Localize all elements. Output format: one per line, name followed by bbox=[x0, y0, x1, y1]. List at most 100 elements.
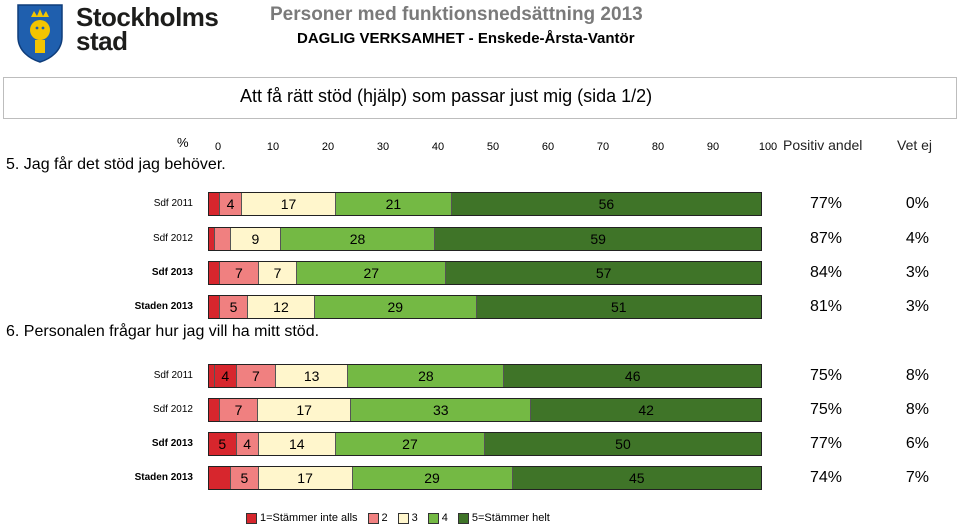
stockholm-crest-logo bbox=[17, 4, 63, 63]
bar-segment: 4 bbox=[214, 365, 237, 387]
bar-segment: 5 bbox=[231, 467, 259, 489]
positive-share-value: 81% bbox=[809, 298, 842, 315]
legend-item: 5=Stämmer helt bbox=[457, 512, 550, 524]
bar-segment: 29 bbox=[352, 467, 513, 489]
legend-item: 3 bbox=[397, 512, 418, 524]
section-heading-box bbox=[3, 77, 957, 119]
bar-value-label: 57 bbox=[595, 265, 612, 281]
bar-value-label: 12 bbox=[273, 299, 289, 315]
bar-value-label: 7 bbox=[251, 368, 260, 384]
bar-segment: 28 bbox=[280, 228, 436, 250]
bar-segment: 17 bbox=[258, 467, 353, 489]
legend: 1=Stämmer inte alls 2 3 4 5=Stämmer helt bbox=[246, 512, 560, 524]
bar-segment: 21 bbox=[335, 193, 452, 215]
bar-value-label: 4 bbox=[243, 436, 252, 452]
positive-share-value: 87% bbox=[809, 230, 842, 247]
legend-label: 4 bbox=[441, 512, 448, 524]
dont-know-value: 8% bbox=[905, 367, 929, 384]
positive-share-value: 74% bbox=[809, 469, 842, 486]
bar-segment: 51 bbox=[476, 296, 761, 318]
bar-segment bbox=[209, 365, 215, 387]
dont-know-header: Vet ej bbox=[897, 137, 933, 153]
legend-label: 5=Stämmer helt bbox=[471, 512, 550, 524]
bar-value-label: 45 bbox=[628, 470, 645, 486]
bar-value-label: 51 bbox=[611, 299, 627, 315]
bar-value-label: 13 bbox=[303, 368, 320, 384]
bar-segment: 57 bbox=[446, 262, 761, 284]
positive-share-value: 75% bbox=[809, 367, 842, 384]
positive-share-value: 77% bbox=[809, 195, 842, 212]
axis-tick-label: 40 bbox=[431, 141, 445, 153]
bar-segment: 33 bbox=[351, 399, 532, 421]
dont-know-value: 8% bbox=[905, 401, 929, 418]
bar-value-label: 5 bbox=[229, 299, 238, 315]
positive-share-value: 84% bbox=[809, 264, 842, 281]
bar-segment: 29 bbox=[314, 296, 477, 318]
bar-segment: 28 bbox=[348, 365, 505, 387]
stacked-bar: 5 4 14 27 50 bbox=[208, 432, 762, 456]
page-subtitle: DAGLIG VERKSAMHET - Enskede-Årsta-Vantör bbox=[297, 30, 635, 47]
legend-item: 4 bbox=[427, 512, 448, 524]
row-label: Staden 2013 bbox=[134, 472, 193, 483]
bar-segment: 42 bbox=[531, 399, 761, 421]
bar-value-label: 59 bbox=[590, 231, 606, 247]
bar-value-label: 5 bbox=[240, 470, 249, 486]
legend-item: 2 bbox=[367, 512, 388, 524]
bar-value-label: 46 bbox=[624, 368, 641, 384]
bar-segment: 7 bbox=[258, 262, 298, 284]
bar-segment: 50 bbox=[484, 433, 761, 455]
row-label: Sdf 2011 bbox=[153, 198, 193, 209]
bar-value-label: 5 bbox=[218, 436, 227, 452]
row-label: Sdf 2012 bbox=[152, 404, 193, 415]
bar-value-label: 56 bbox=[598, 196, 615, 212]
bar-value-label: 42 bbox=[638, 402, 654, 418]
bar-segment bbox=[214, 228, 232, 250]
legend-item: 1=Stämmer inte alls bbox=[246, 512, 358, 524]
legend-swatch bbox=[397, 512, 409, 524]
stacked-bar: 4 7 13 28 46 bbox=[208, 364, 762, 388]
legend-label: 2 bbox=[381, 512, 388, 524]
bar-segment: 56 bbox=[451, 193, 761, 215]
axis-tick-label: 70 bbox=[596, 141, 610, 153]
bar-segment: 14 bbox=[258, 433, 336, 455]
axis-tick-label: 80 bbox=[651, 141, 665, 153]
row-label: Sdf 2012 bbox=[152, 233, 193, 244]
legend-swatch bbox=[246, 512, 257, 524]
stacked-bar: 5 12 29 51 bbox=[208, 295, 762, 319]
bar-value-label: 33 bbox=[432, 402, 449, 418]
bar-value-label: 7 bbox=[234, 402, 243, 418]
section-heading: Att få rätt stöd (hjälp) som passar just… bbox=[240, 86, 653, 106]
row-label: Sdf 2013 bbox=[151, 267, 193, 278]
bar-value-label: 7 bbox=[234, 265, 243, 281]
page-title: Personer med funktionsnedsättning 2013 bbox=[270, 4, 643, 25]
row-label: Sdf 2013 bbox=[151, 438, 193, 449]
stacked-bar: 5 17 29 45 bbox=[208, 466, 762, 490]
bar-segment bbox=[209, 262, 221, 284]
bar-segment: 5 bbox=[220, 296, 249, 318]
bar-value-label: 28 bbox=[418, 368, 434, 384]
bar-segment: 7 bbox=[219, 399, 259, 421]
bar-segment: 46 bbox=[504, 365, 761, 387]
bar-value-label: 7 bbox=[273, 265, 282, 281]
axis-tick-label: 60 bbox=[541, 141, 555, 153]
dont-know-value: 4% bbox=[905, 230, 929, 247]
bar-value-label: 4 bbox=[221, 368, 230, 384]
row-label: Staden 2013 bbox=[134, 301, 193, 312]
bar-value-label: 21 bbox=[385, 196, 402, 212]
brand-line1: Stockholms bbox=[76, 2, 219, 32]
bar-segment: 4 bbox=[236, 433, 259, 455]
bar-segment bbox=[209, 193, 221, 215]
axis-tick-label: 30 bbox=[376, 141, 390, 153]
positive-share-value: 75% bbox=[809, 401, 842, 418]
row-label: Sdf 2011 bbox=[153, 370, 193, 381]
bar-segment: 12 bbox=[248, 296, 315, 318]
question-text: 6. Personalen frågar hur jag vill ha mit… bbox=[6, 323, 320, 340]
dont-know-value: 3% bbox=[905, 298, 929, 315]
brand-wordmark: Stockholms stad bbox=[76, 2, 219, 56]
axis-tick-label: 10 bbox=[266, 141, 280, 153]
stacked-bar: 7 7 27 57 bbox=[208, 261, 762, 285]
bar-segment bbox=[209, 228, 215, 250]
brand-line2: stad bbox=[76, 26, 128, 56]
legend-swatch bbox=[427, 512, 439, 524]
bar-value-label: 4 bbox=[226, 196, 235, 212]
